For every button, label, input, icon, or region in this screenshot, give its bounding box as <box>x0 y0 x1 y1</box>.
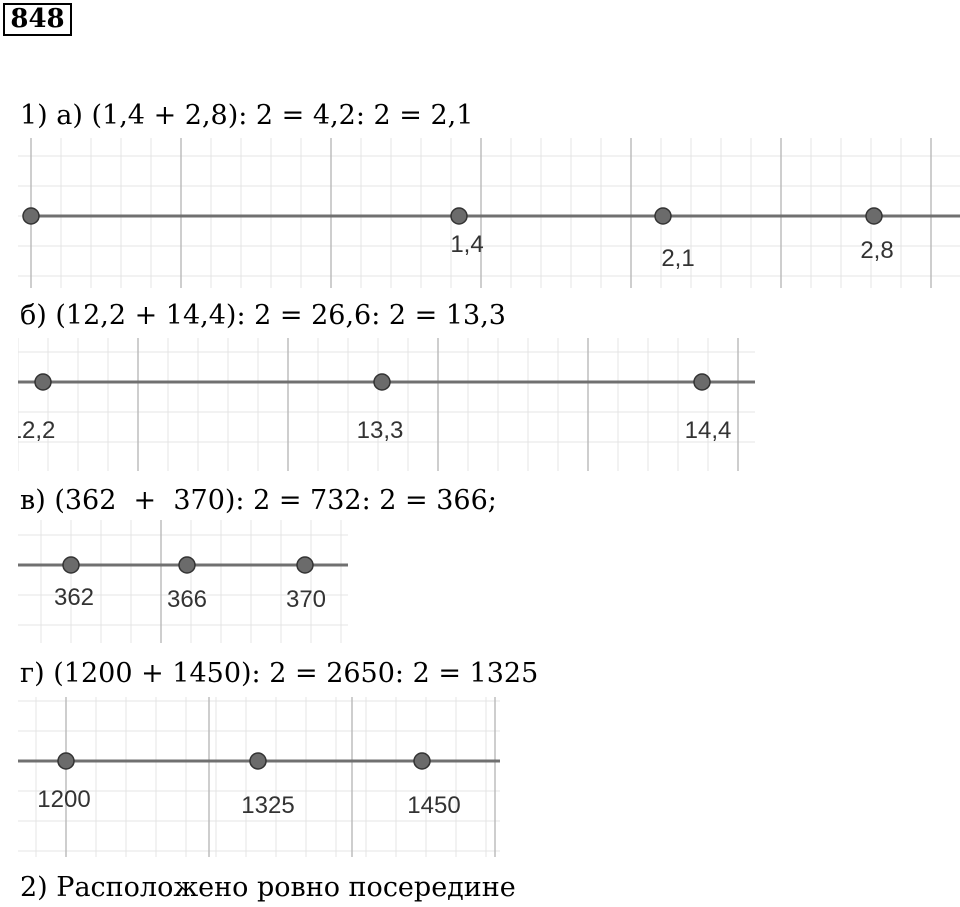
equation-c: в) (362 + 370): 2 = 732: 2 = 366; <box>20 485 497 516</box>
number-line-a: 1,4 2,1 2,8 <box>18 138 960 288</box>
equation-a: 1) а) (1,4 + 2,8): 2 = 4,2: 2 = 2,1 <box>20 100 474 131</box>
point-marker <box>178 556 196 574</box>
point-label: 13,3 <box>357 417 404 444</box>
point-marker <box>450 207 468 225</box>
point-marker <box>654 207 672 225</box>
equation-b: б) (12,2 + 14,4): 2 = 26,6: 2 = 13,3 <box>20 300 506 331</box>
point-label: 2,8 <box>860 237 893 264</box>
point-marker <box>296 556 314 574</box>
point-marker <box>865 207 883 225</box>
point-marker <box>57 752 75 770</box>
number-line-c: 362 366 370 <box>18 520 348 643</box>
point-marker <box>249 752 267 770</box>
point-label: 362 <box>54 584 94 611</box>
point-label: 1450 <box>407 792 460 819</box>
point-label: 12,2 <box>18 417 55 444</box>
point-label: 370 <box>286 586 326 613</box>
point-label: 14,4 <box>685 417 732 444</box>
number-line-b: 12,2 13,3 14,4 <box>18 338 755 471</box>
conclusion-text: 2) Расположено ровно посередине <box>20 872 516 903</box>
point-label: 1,4 <box>450 231 483 258</box>
point-marker <box>62 556 80 574</box>
point-marker <box>413 752 431 770</box>
point-marker <box>34 373 52 391</box>
point-label: 1325 <box>241 792 294 819</box>
number-line-d: 1200 1325 1450 <box>18 697 500 857</box>
point-label: 2,1 <box>661 245 694 272</box>
exercise-number: 848 <box>3 3 72 36</box>
point-marker <box>22 207 40 225</box>
point-label: 1200 <box>37 786 90 813</box>
point-marker <box>693 373 711 391</box>
equation-d: г) (1200 + 1450): 2 = 2650: 2 = 1325 <box>20 658 539 689</box>
point-label: 366 <box>167 586 207 613</box>
point-marker <box>373 373 391 391</box>
